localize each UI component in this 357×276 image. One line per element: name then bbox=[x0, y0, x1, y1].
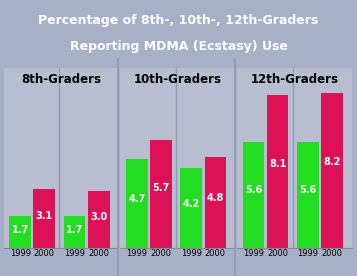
Text: 1.7: 1.7 bbox=[11, 225, 29, 235]
Text: Reporting MDMA (Ecstasy) Use: Reporting MDMA (Ecstasy) Use bbox=[70, 40, 287, 53]
Bar bbox=[205, 157, 226, 248]
Text: 8.2: 8.2 bbox=[323, 158, 341, 168]
Text: 3.0: 3.0 bbox=[90, 212, 107, 222]
Text: 4.7: 4.7 bbox=[128, 194, 145, 204]
Text: 5.7: 5.7 bbox=[152, 184, 170, 193]
Bar bbox=[64, 216, 85, 248]
Bar bbox=[34, 189, 55, 248]
Bar bbox=[242, 142, 264, 248]
Bar bbox=[9, 216, 31, 248]
Text: 8th-Graders: 8th-Graders bbox=[21, 73, 101, 86]
Text: 4.2: 4.2 bbox=[182, 199, 200, 209]
Bar bbox=[88, 191, 110, 248]
Text: Percentage of 8th-, 10th-, 12th-Graders: Percentage of 8th-, 10th-, 12th-Graders bbox=[38, 14, 319, 27]
Text: 12th-Graders: 12th-Graders bbox=[250, 73, 338, 86]
Bar bbox=[297, 142, 319, 248]
Text: 5.6: 5.6 bbox=[299, 185, 316, 195]
Bar bbox=[267, 94, 288, 248]
Text: 10th-Graders: 10th-Graders bbox=[134, 73, 222, 86]
Text: 3.1: 3.1 bbox=[36, 211, 53, 221]
Bar bbox=[321, 93, 343, 248]
Text: 4.8: 4.8 bbox=[207, 193, 224, 203]
Bar bbox=[150, 140, 172, 248]
Bar bbox=[126, 159, 148, 248]
Text: 1.7: 1.7 bbox=[66, 225, 83, 235]
Text: 5.6: 5.6 bbox=[245, 185, 262, 195]
Text: 8.1: 8.1 bbox=[269, 158, 286, 169]
Bar bbox=[180, 168, 202, 248]
